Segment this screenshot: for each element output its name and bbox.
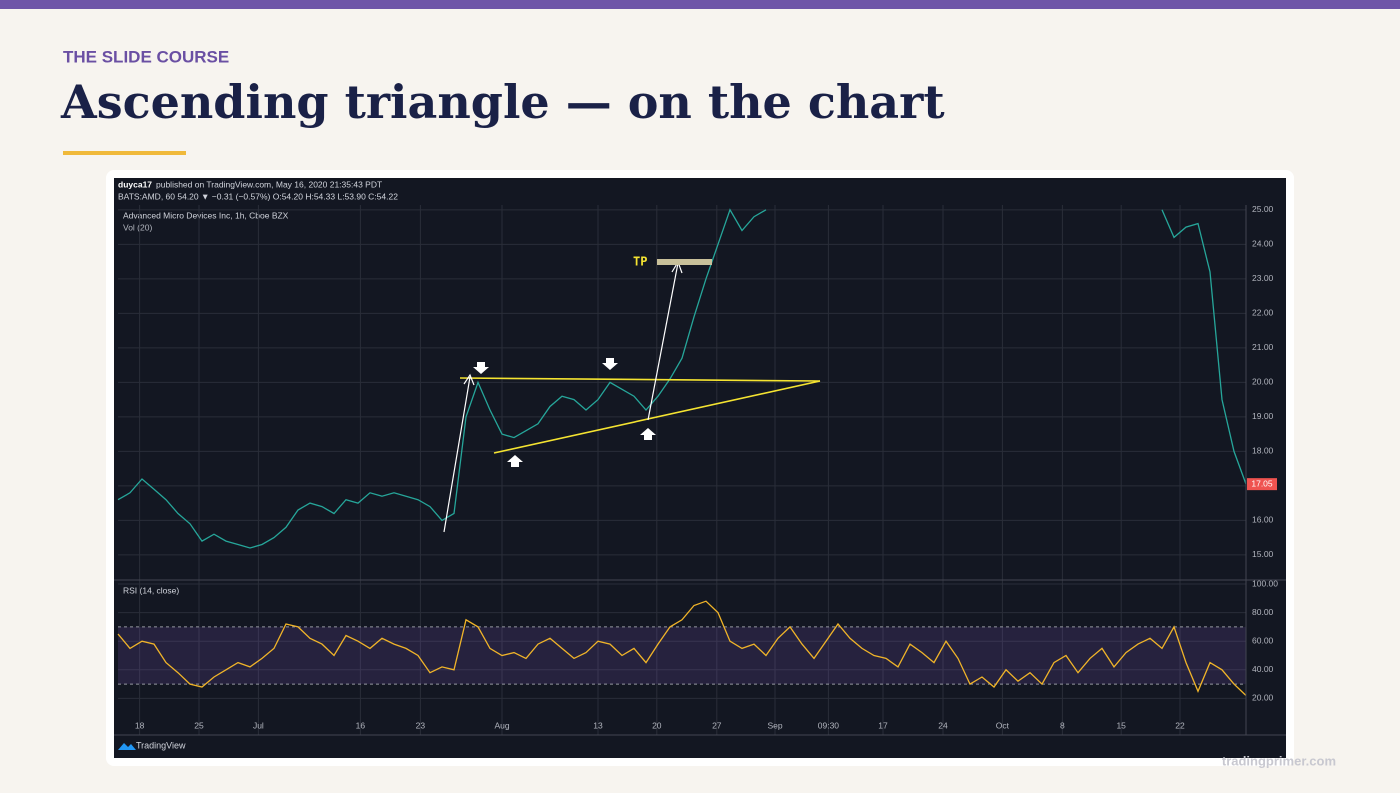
x-tick-label: 24 [938,720,948,730]
x-tick-label: 15 [1116,720,1126,730]
chart-bg [114,178,1286,758]
y-tick-label: 22.00 [1252,308,1274,318]
last-price-tag [1247,478,1277,491]
y-tick-label: 21.00 [1252,342,1274,352]
x-tick-label: 18 [135,720,145,730]
resistance-line [459,377,821,382]
x-tick-label: 16 [356,720,366,730]
tv-logo [118,743,136,750]
x-tick-label: 22 [1175,720,1185,730]
arrow-head [463,373,475,386]
x-tick-label: Aug [494,720,509,730]
attribution-user: duyca17 [118,179,152,189]
tp-label: TP [633,255,647,269]
y-tick-label: 20.00 [1252,693,1274,703]
rsi-band [118,626,1246,685]
target-arrow [647,262,679,421]
last-price-label: 17.05 [1251,478,1273,488]
slide-title: Ascending triangle — on the chart [60,75,945,129]
y-tick-label: 60.00 [1252,635,1274,645]
x-tick-label: 09:30 [818,720,840,730]
y-tick-label: 25.00 [1252,204,1274,214]
x-tick-label: 20 [652,720,662,730]
chart-title: Advanced Micro Devices Inc, 1h, Cboe BZX [123,210,289,220]
x-tick-label: 23 [416,720,426,730]
title-underline [63,151,186,155]
attribution: published on TradingView.com, May 16, 20… [156,179,382,189]
support-line [493,380,821,454]
y-tick-label: 24.00 [1252,239,1274,249]
move-arrow [443,376,471,533]
x-tick-label: Sep [767,720,782,730]
y-tick-label: 23.00 [1252,273,1274,283]
price-line [117,208,1247,549]
x-tick-label: Jul [253,720,264,730]
x-tick-label: 25 [194,720,204,730]
x-tick-label: 8 [1060,720,1065,730]
down-arrow [602,358,618,370]
footer: tradingprimer.com [1222,753,1336,768]
x-tick-label: 13 [593,720,603,730]
brand: TradingView [136,740,186,750]
y-tick-label: 40.00 [1252,664,1274,674]
volume-label: Vol (20) [123,222,152,232]
x-tick-label: Oct [996,720,1010,730]
top-bar [0,0,1400,9]
rsi-label: RSI (14, close) [123,585,179,595]
rsi-line [117,600,1247,696]
y-tick-label: 15.00 [1252,549,1274,559]
y-tick-label: 18.00 [1252,446,1274,456]
plot: 18 25 Jul 16 23 Aug 13 20 27 Sep 09:30 17 24 Oct 8 15 22… [117,204,1278,735]
y-tick-label: 16.00 [1252,515,1274,525]
y-tick-label: 19.00 [1252,411,1274,421]
y-tick-label: 100.00 [1252,578,1278,588]
up-arrow [507,455,523,467]
x-tick-label: 27 [712,720,722,730]
up-arrow [640,428,656,440]
y-tick-label: 80.00 [1252,607,1274,617]
y-tick-label: 20.00 [1252,377,1274,387]
kicker: THE SLIDE COURSE [63,47,229,66]
symbol-line: BATS:AMD, 60 54.20 ▼ −0.31 (−0.57%) O:54… [118,191,398,201]
down-arrow [473,362,489,374]
tp-box [657,259,712,265]
x-tick-label: 17 [878,720,888,730]
